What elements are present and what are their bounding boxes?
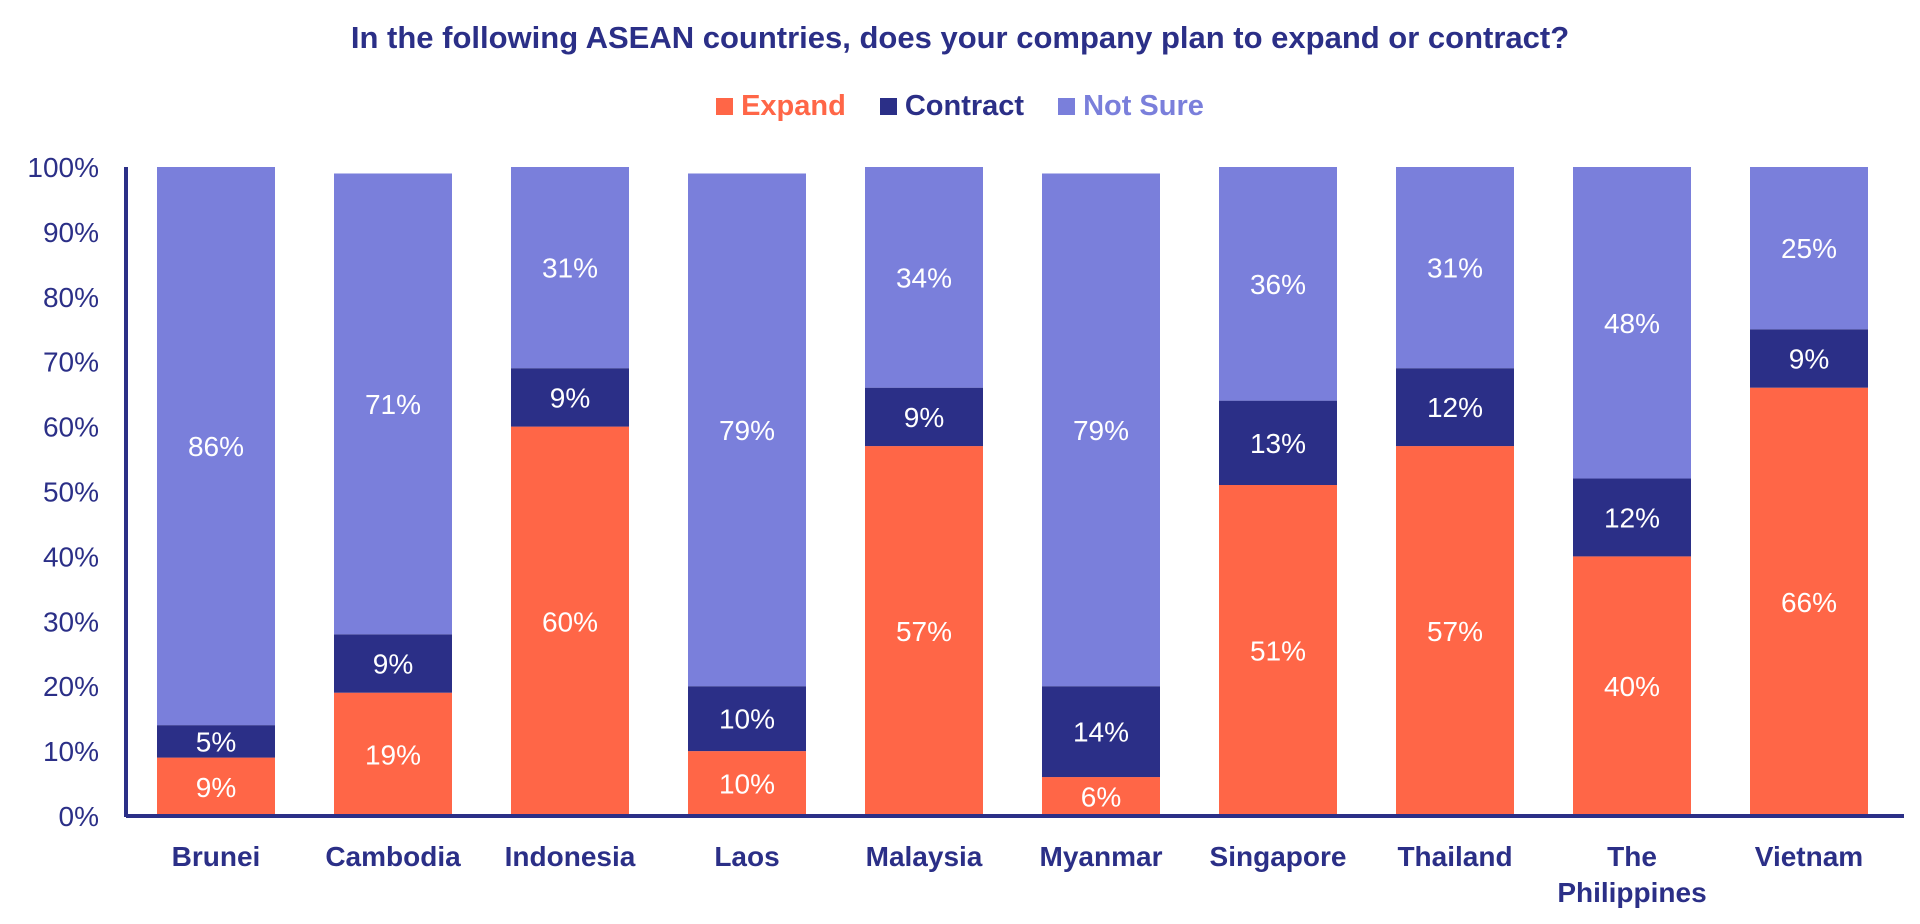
bar-contract	[1396, 368, 1514, 447]
bar-expand	[1219, 485, 1337, 816]
legend-swatch-contract	[879, 98, 897, 115]
bar-expand	[1396, 446, 1514, 816]
x-tick-label: Singapore	[1210, 841, 1347, 872]
data-label: 79%	[1073, 415, 1129, 446]
legend-swatch-not-sure	[1058, 98, 1076, 115]
x-tick-label: Laos	[714, 841, 779, 872]
legend-item-expand: Expand	[716, 90, 846, 123]
legend-swatch-expand	[716, 98, 734, 115]
bar-not-sure	[1042, 173, 1160, 687]
legend-label-not-sure: Not Sure	[1083, 90, 1204, 122]
bar-contract	[688, 686, 806, 752]
legend-label-expand: Expand	[741, 90, 846, 122]
y-tick-label: 0%	[59, 801, 99, 832]
data-label: 31%	[1427, 253, 1483, 284]
bar-contract	[511, 368, 629, 427]
bar-not-sure	[334, 173, 452, 635]
x-tick-label: Malaysia	[866, 841, 983, 872]
data-label: 12%	[1427, 392, 1483, 423]
y-tick-label: 60%	[43, 412, 99, 443]
data-label: 60%	[542, 606, 598, 637]
data-label: 6%	[1081, 782, 1121, 813]
bar-contract	[1219, 400, 1337, 486]
data-label: 12%	[1604, 502, 1660, 533]
legend: Expand Contract Not Sure	[0, 90, 1920, 123]
bar-expand	[1042, 777, 1160, 816]
bar-expand	[865, 446, 983, 816]
bar-contract	[1042, 686, 1160, 778]
data-label: 36%	[1250, 269, 1306, 300]
data-label: 34%	[896, 262, 952, 293]
data-label: 10%	[719, 704, 775, 735]
bar-expand	[157, 757, 275, 816]
y-tick-label: 80%	[43, 282, 99, 313]
bar-not-sure	[865, 167, 983, 388]
data-label: 25%	[1781, 233, 1837, 264]
y-tick-label: 100%	[27, 152, 99, 183]
data-label: 66%	[1781, 587, 1837, 618]
bar-not-sure	[688, 173, 806, 687]
y-tick-label: 10%	[43, 736, 99, 767]
x-tick-label: Myanmar	[1040, 841, 1163, 872]
bar-not-sure	[1750, 167, 1868, 330]
x-tick-label: Indonesia	[505, 841, 636, 872]
bar-expand	[1750, 387, 1868, 816]
y-tick-label: 30%	[43, 606, 99, 637]
data-label: 10%	[719, 769, 775, 800]
data-label: 14%	[1073, 717, 1129, 748]
y-tick-label: 90%	[43, 217, 99, 248]
data-label: 48%	[1604, 308, 1660, 339]
data-label: 9%	[373, 648, 413, 679]
data-label: 13%	[1250, 428, 1306, 459]
bar-not-sure	[157, 167, 275, 726]
y-tick-label: 40%	[43, 541, 99, 572]
chart-title: In the following ASEAN countries, does y…	[350, 20, 1570, 55]
bar-contract	[157, 725, 275, 758]
data-label: 71%	[365, 389, 421, 420]
x-tick-label: The Philippines	[1557, 841, 1706, 908]
bar-not-sure	[511, 167, 629, 369]
y-tick-label: 70%	[43, 347, 99, 378]
bar-contract	[1573, 478, 1691, 557]
legend-label-contract: Contract	[904, 90, 1025, 122]
bar-expand	[334, 692, 452, 816]
x-tick-label: Thailand	[1397, 841, 1512, 872]
data-label: 19%	[365, 739, 421, 770]
bar-contract	[334, 634, 452, 693]
x-tick-label: Brunei	[172, 841, 261, 872]
bar-expand	[511, 426, 629, 816]
data-label: 9%	[904, 402, 944, 433]
bar-contract	[1750, 329, 1868, 388]
x-tick-label: Cambodia	[325, 841, 461, 872]
y-tick-label: 20%	[43, 671, 99, 702]
data-label: 9%	[196, 772, 236, 803]
data-label: 5%	[196, 726, 236, 757]
bar-not-sure	[1219, 167, 1337, 401]
data-label: 9%	[550, 382, 590, 413]
legend-item-contract: Contract	[879, 90, 1025, 123]
data-label: 9%	[1789, 343, 1829, 374]
data-label: 51%	[1250, 636, 1306, 667]
bar-expand	[688, 751, 806, 816]
bar-not-sure	[1396, 167, 1514, 369]
bar-contract	[865, 387, 983, 447]
legend-item-not-sure: Not Sure	[1058, 90, 1204, 123]
data-label: 86%	[188, 431, 244, 462]
y-tick-label: 50%	[43, 477, 99, 508]
data-label: 57%	[1427, 616, 1483, 647]
data-label: 79%	[719, 415, 775, 446]
bar-not-sure	[1573, 167, 1691, 479]
data-label: 40%	[1604, 671, 1660, 702]
bar-expand	[1573, 556, 1691, 816]
data-label: 57%	[896, 616, 952, 647]
x-tick-label: Vietnam	[1755, 841, 1863, 872]
data-label: 31%	[542, 253, 598, 284]
